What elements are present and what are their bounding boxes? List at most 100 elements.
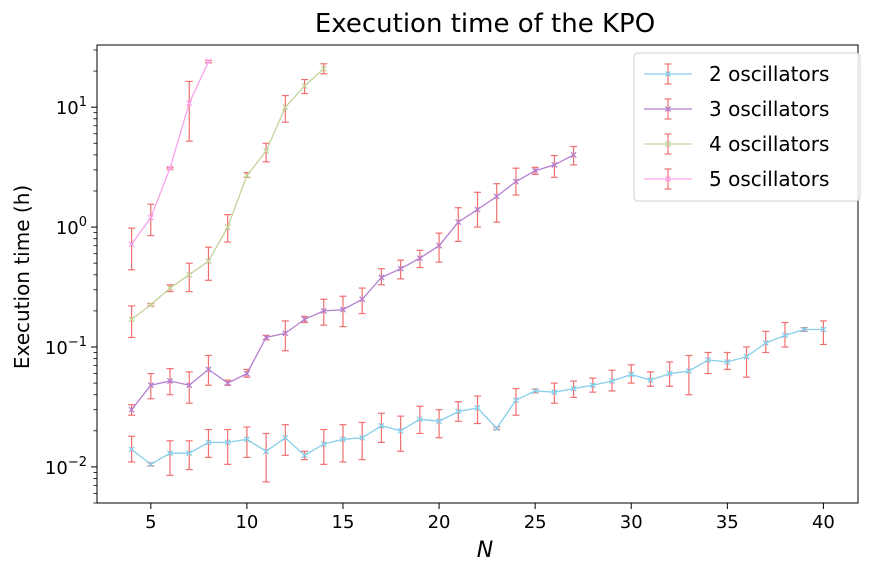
legend-label: 3 oscillators — [709, 97, 829, 121]
data-point-stroke — [166, 450, 174, 457]
data-point — [628, 371, 635, 378]
data-point-stroke — [205, 58, 212, 65]
data-point-stroke — [205, 439, 212, 446]
legend-item: 3 oscillators — [644, 97, 829, 121]
data-point — [570, 151, 577, 158]
data-point — [762, 339, 769, 347]
data-point-stroke — [570, 385, 577, 392]
error-bar — [204, 246, 212, 281]
data-point-stroke — [147, 301, 154, 308]
data-point — [532, 387, 539, 395]
data-point-stroke — [378, 274, 385, 281]
data-point-stroke — [512, 397, 519, 404]
data-point-stroke — [205, 366, 212, 373]
plot-area — [128, 58, 827, 483]
data-point — [493, 193, 500, 200]
data-point-stroke — [436, 418, 443, 425]
error-bar — [281, 424, 289, 456]
data-point — [589, 382, 596, 389]
legend-item: 5 oscillators — [644, 167, 829, 191]
data-point — [781, 332, 789, 339]
legend-box — [633, 52, 861, 202]
error-bar — [550, 154, 558, 178]
error-bar — [166, 440, 174, 476]
data-point — [205, 258, 212, 265]
data-point — [416, 416, 423, 423]
data-point — [820, 326, 827, 333]
error-bar — [281, 320, 289, 352]
data-point — [474, 404, 481, 412]
data-point-stroke — [339, 306, 347, 313]
data-point-stroke — [128, 406, 135, 413]
data-point — [743, 353, 750, 360]
data-point — [666, 370, 673, 377]
error-bar — [262, 142, 270, 163]
y-tick-label: 100 — [56, 215, 87, 239]
error-bar — [685, 354, 693, 396]
data-point — [147, 461, 154, 468]
data-point — [608, 377, 616, 385]
data-point-stroke — [166, 165, 174, 172]
data-point — [243, 370, 250, 377]
error-bar — [819, 320, 827, 346]
legend-marker — [664, 140, 672, 148]
data-point-stroke — [301, 83, 308, 90]
data-point-stroke — [224, 224, 231, 231]
data-point — [263, 148, 270, 155]
x-tick-label: 5 — [145, 512, 156, 533]
data-point-stroke — [243, 436, 250, 443]
data-point-stroke — [551, 161, 558, 168]
plot-frame — [96, 44, 859, 504]
error-bar — [320, 428, 328, 465]
data-point-stroke — [339, 436, 347, 443]
series-line — [131, 61, 210, 245]
data-point-stroke — [474, 404, 481, 412]
series-4 — [128, 58, 212, 271]
data-point — [493, 425, 500, 432]
data-point — [186, 450, 193, 457]
data-point — [512, 178, 519, 185]
data-point — [128, 406, 135, 413]
data-point — [166, 450, 174, 457]
data-point — [705, 356, 712, 363]
data-point-stroke — [263, 334, 270, 341]
data-point — [339, 306, 347, 313]
legend-label: 4 oscillators — [709, 132, 829, 156]
x-tick-label: 15 — [332, 512, 355, 533]
error-bar — [147, 203, 155, 237]
x-axis-label: N — [477, 538, 493, 563]
x-tick-label: 20 — [428, 512, 451, 533]
data-point — [339, 436, 347, 443]
error-bar — [204, 428, 212, 459]
data-point-stroke — [359, 296, 366, 303]
error-bar — [704, 351, 712, 375]
data-point — [186, 271, 193, 278]
x-tick-label: 10 — [235, 512, 258, 533]
data-point — [532, 167, 539, 174]
data-point-stroke — [186, 450, 193, 457]
data-point-stroke — [224, 439, 231, 446]
data-point — [205, 58, 212, 65]
chart-title: Execution time of the KPO — [315, 9, 655, 39]
error-bar — [493, 183, 501, 223]
data-point-stroke — [628, 371, 635, 378]
data-point-stroke — [551, 389, 558, 396]
data-point-stroke — [762, 339, 769, 347]
data-point-stroke — [243, 172, 250, 179]
data-point — [512, 397, 519, 404]
data-point — [166, 165, 174, 172]
data-point-stroke — [397, 265, 404, 272]
data-point — [282, 104, 289, 111]
error-bar — [550, 382, 558, 404]
data-point-stroke — [263, 448, 270, 455]
data-point-stroke — [320, 307, 327, 314]
data-point-stroke — [147, 214, 154, 221]
series-2 — [128, 145, 578, 416]
data-point — [416, 255, 423, 262]
data-point-stroke — [128, 316, 135, 323]
data-point — [570, 385, 577, 392]
data-point — [801, 326, 808, 333]
data-point — [455, 219, 462, 226]
error-bar — [743, 346, 751, 378]
legend: 2 oscillators 3 oscillators 4 oscillators 5… — [633, 52, 861, 202]
